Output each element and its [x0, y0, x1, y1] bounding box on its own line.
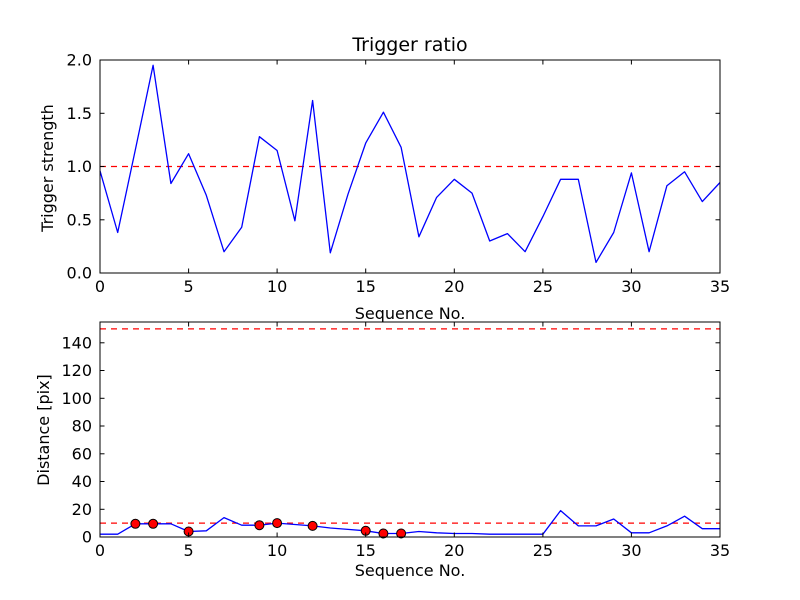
x-tick-label: 25: [533, 541, 553, 560]
x-tick-label: 20: [444, 277, 464, 296]
chart-title: Trigger ratio: [352, 34, 468, 56]
y-tick-label: 140: [61, 333, 92, 352]
x-tick-label: 30: [621, 541, 641, 560]
trigger-marker: [378, 528, 389, 539]
axes-frame: [99, 321, 721, 538]
data-line-trigger-strength: [99, 64, 721, 264]
y-tick-label: 1.0: [67, 157, 92, 176]
trigger-marker: [254, 520, 265, 531]
trigger-marker: [148, 518, 159, 529]
x-tick-label: 15: [356, 277, 376, 296]
y-tick-label: 0.0: [67, 264, 92, 283]
data-line-distance: [100, 509, 720, 535]
x-tick-label: 25: [533, 277, 553, 296]
x-tick-label: 5: [184, 277, 194, 296]
x-tick-label: 35: [710, 541, 730, 560]
y-tick-label: 120: [61, 361, 92, 380]
bottom-plot-xlabel: Sequence No.: [354, 561, 466, 580]
y-tick-label: 80: [72, 417, 92, 436]
y-tick-label: 0.5: [67, 210, 92, 229]
y-tick-label: 0: [82, 528, 92, 547]
y-tick-label: 2.0: [67, 51, 92, 70]
x-tick-label: 10: [267, 277, 287, 296]
x-tick-label: 0: [95, 541, 105, 560]
subplot-2: 0 5 10 15 20 25 30 35 0 20 40 60 80 100 120 140: [61, 321, 730, 560]
x-tick-label: 10: [267, 541, 287, 560]
trigger-marker: [307, 520, 318, 531]
x-tick-label: 20: [444, 541, 464, 560]
y-tick-label: 100: [61, 389, 92, 408]
y-tick-label: 60: [72, 444, 92, 463]
y-tick-label: 40: [72, 472, 92, 491]
x-tick-label: 0: [95, 277, 105, 296]
y-tick-label: 1.5: [67, 104, 92, 123]
x-tick-label: 30: [621, 277, 641, 296]
y-tick-label: 20: [72, 500, 92, 519]
top-plot-xlabel: Sequence No.: [354, 304, 466, 323]
trigger-marker: [396, 528, 407, 539]
trigger-marker: [272, 518, 283, 529]
x-tick-label: 35: [710, 277, 730, 296]
x-tick-label: 5: [184, 541, 194, 560]
trigger-marker: [130, 518, 141, 529]
x-tick-label: 15: [356, 541, 376, 560]
subplot-1: 0 5 10 15 20 25 30 35 0.0 0.5 1.0 1.5 2.0: [67, 51, 731, 297]
